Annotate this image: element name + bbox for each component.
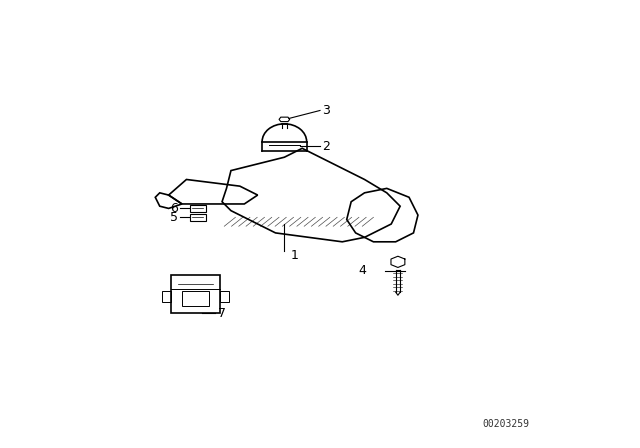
- Text: 3: 3: [322, 104, 330, 117]
- Text: 4: 4: [359, 264, 367, 277]
- Text: 00203259: 00203259: [483, 419, 529, 429]
- Text: 6: 6: [170, 202, 177, 215]
- Text: 5: 5: [170, 211, 177, 224]
- Text: 1: 1: [291, 249, 299, 262]
- Text: 2: 2: [322, 140, 330, 153]
- Text: 7: 7: [218, 306, 225, 319]
